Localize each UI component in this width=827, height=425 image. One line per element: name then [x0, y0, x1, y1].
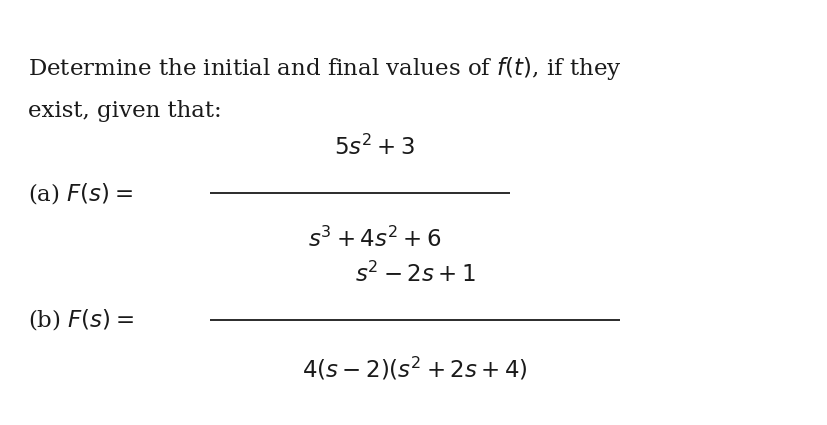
Text: $4(s - 2)(s^2 + 2s + 4)$: $4(s - 2)(s^2 + 2s + 4)$	[302, 355, 528, 382]
Text: (b) $F(s) =$: (b) $F(s) =$	[28, 308, 134, 332]
Text: $s^2 - 2s + 1$: $s^2 - 2s + 1$	[354, 262, 475, 287]
Text: exist, given that:: exist, given that:	[28, 100, 222, 122]
Text: $s^3 + 4s^2 + 6$: $s^3 + 4s^2 + 6$	[308, 227, 441, 252]
Text: Determine the initial and final values of $f(t)$, if they: Determine the initial and final values o…	[28, 55, 621, 82]
Text: $5s^2 + 3$: $5s^2 + 3$	[334, 135, 415, 160]
Text: (a) $F(s) =$: (a) $F(s) =$	[28, 181, 132, 206]
